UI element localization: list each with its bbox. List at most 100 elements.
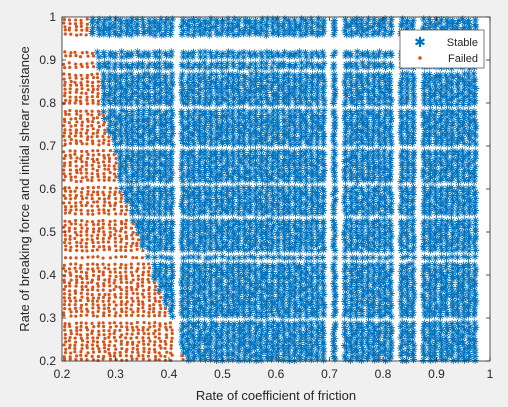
stable-point	[123, 136, 132, 144]
stable-point	[257, 59, 266, 67]
stable-point	[375, 265, 384, 273]
stable-point	[330, 353, 338, 361]
stable-point	[234, 353, 242, 361]
stable-point	[291, 20, 299, 28]
stable-point	[402, 119, 410, 127]
stable-point	[358, 278, 366, 286]
stable-point	[420, 206, 429, 214]
stable-point	[319, 169, 327, 177]
stable-point	[184, 89, 192, 97]
stable-point	[201, 348, 209, 356]
stable-point	[381, 173, 389, 182]
stable-point	[240, 151, 248, 160]
stable-point	[453, 329, 462, 337]
stable-point	[123, 52, 131, 61]
stable-point	[236, 110, 244, 118]
stable-point	[352, 136, 360, 144]
stable-point	[375, 62, 383, 71]
stable-point	[443, 246, 451, 254]
stable-point	[319, 184, 327, 192]
stable-point	[280, 308, 289, 316]
stable-point	[358, 126, 366, 134]
stable-point	[286, 334, 294, 343]
stable-point	[201, 136, 209, 144]
stable-point	[275, 60, 283, 68]
stable-point	[213, 75, 221, 83]
stable-point	[471, 118, 479, 126]
failed-point	[67, 112, 71, 116]
stable-point	[284, 148, 292, 156]
stable-point	[403, 196, 412, 204]
stable-point	[460, 85, 468, 93]
stable-point	[403, 311, 411, 319]
stable-point	[297, 297, 305, 305]
stable-point	[218, 86, 226, 94]
stable-point	[161, 59, 169, 67]
stable-point	[302, 125, 310, 133]
stable-point	[319, 272, 327, 280]
stable-point	[280, 194, 289, 202]
stable-point	[207, 210, 215, 218]
stable-point	[421, 191, 429, 199]
stable-point	[139, 216, 148, 224]
stable-point	[268, 23, 277, 31]
stable-point	[155, 59, 163, 67]
stable-point	[180, 349, 188, 357]
stable-point	[246, 86, 254, 94]
failed-point	[78, 298, 83, 303]
stable-point	[163, 154, 171, 163]
stable-point	[404, 173, 412, 181]
stable-point	[140, 152, 148, 160]
stable-point	[245, 220, 254, 228]
stable-point	[135, 93, 143, 101]
stable-point	[145, 132, 153, 140]
stable-point	[217, 301, 225, 309]
stable-point	[184, 191, 193, 199]
stable-point	[251, 351, 259, 360]
failed-point	[63, 28, 67, 32]
stable-point	[420, 137, 428, 145]
stable-point	[307, 140, 315, 148]
stable-point	[352, 345, 361, 353]
stable-point	[235, 176, 243, 184]
stable-point	[280, 137, 288, 145]
stable-point	[219, 311, 227, 319]
stable-point	[313, 162, 321, 171]
stable-point	[470, 184, 478, 192]
stable-point	[139, 93, 147, 101]
stable-point	[218, 93, 227, 101]
failed-point	[79, 357, 83, 361]
stable-point	[284, 129, 293, 138]
stable-point	[263, 345, 271, 353]
failed-point	[73, 236, 77, 241]
stable-point	[291, 60, 299, 68]
stable-point	[230, 216, 238, 225]
stable-point	[257, 205, 265, 213]
stable-point	[314, 107, 322, 115]
stable-point	[133, 26, 141, 35]
failed-point	[73, 230, 78, 234]
stable-point	[314, 173, 322, 181]
failed-point	[74, 141, 79, 146]
stable-point	[459, 206, 467, 214]
stable-point	[374, 206, 382, 214]
stable-point	[179, 192, 188, 200]
failed-point	[80, 123, 84, 127]
stable-point	[178, 107, 186, 116]
stable-point	[426, 75, 434, 83]
stable-point	[257, 23, 265, 31]
stable-point	[206, 162, 214, 171]
stable-point	[347, 169, 356, 177]
stable-point	[426, 221, 434, 229]
stable-point	[296, 96, 305, 104]
stable-point	[258, 139, 266, 147]
stable-point	[431, 166, 439, 174]
failed-point	[68, 343, 72, 347]
stable-point	[459, 100, 467, 109]
stable-point	[319, 52, 327, 60]
stable-point	[207, 239, 215, 247]
stable-point	[162, 64, 170, 72]
stable-point	[195, 246, 203, 254]
stable-point	[235, 300, 243, 309]
stable-point	[307, 319, 315, 327]
